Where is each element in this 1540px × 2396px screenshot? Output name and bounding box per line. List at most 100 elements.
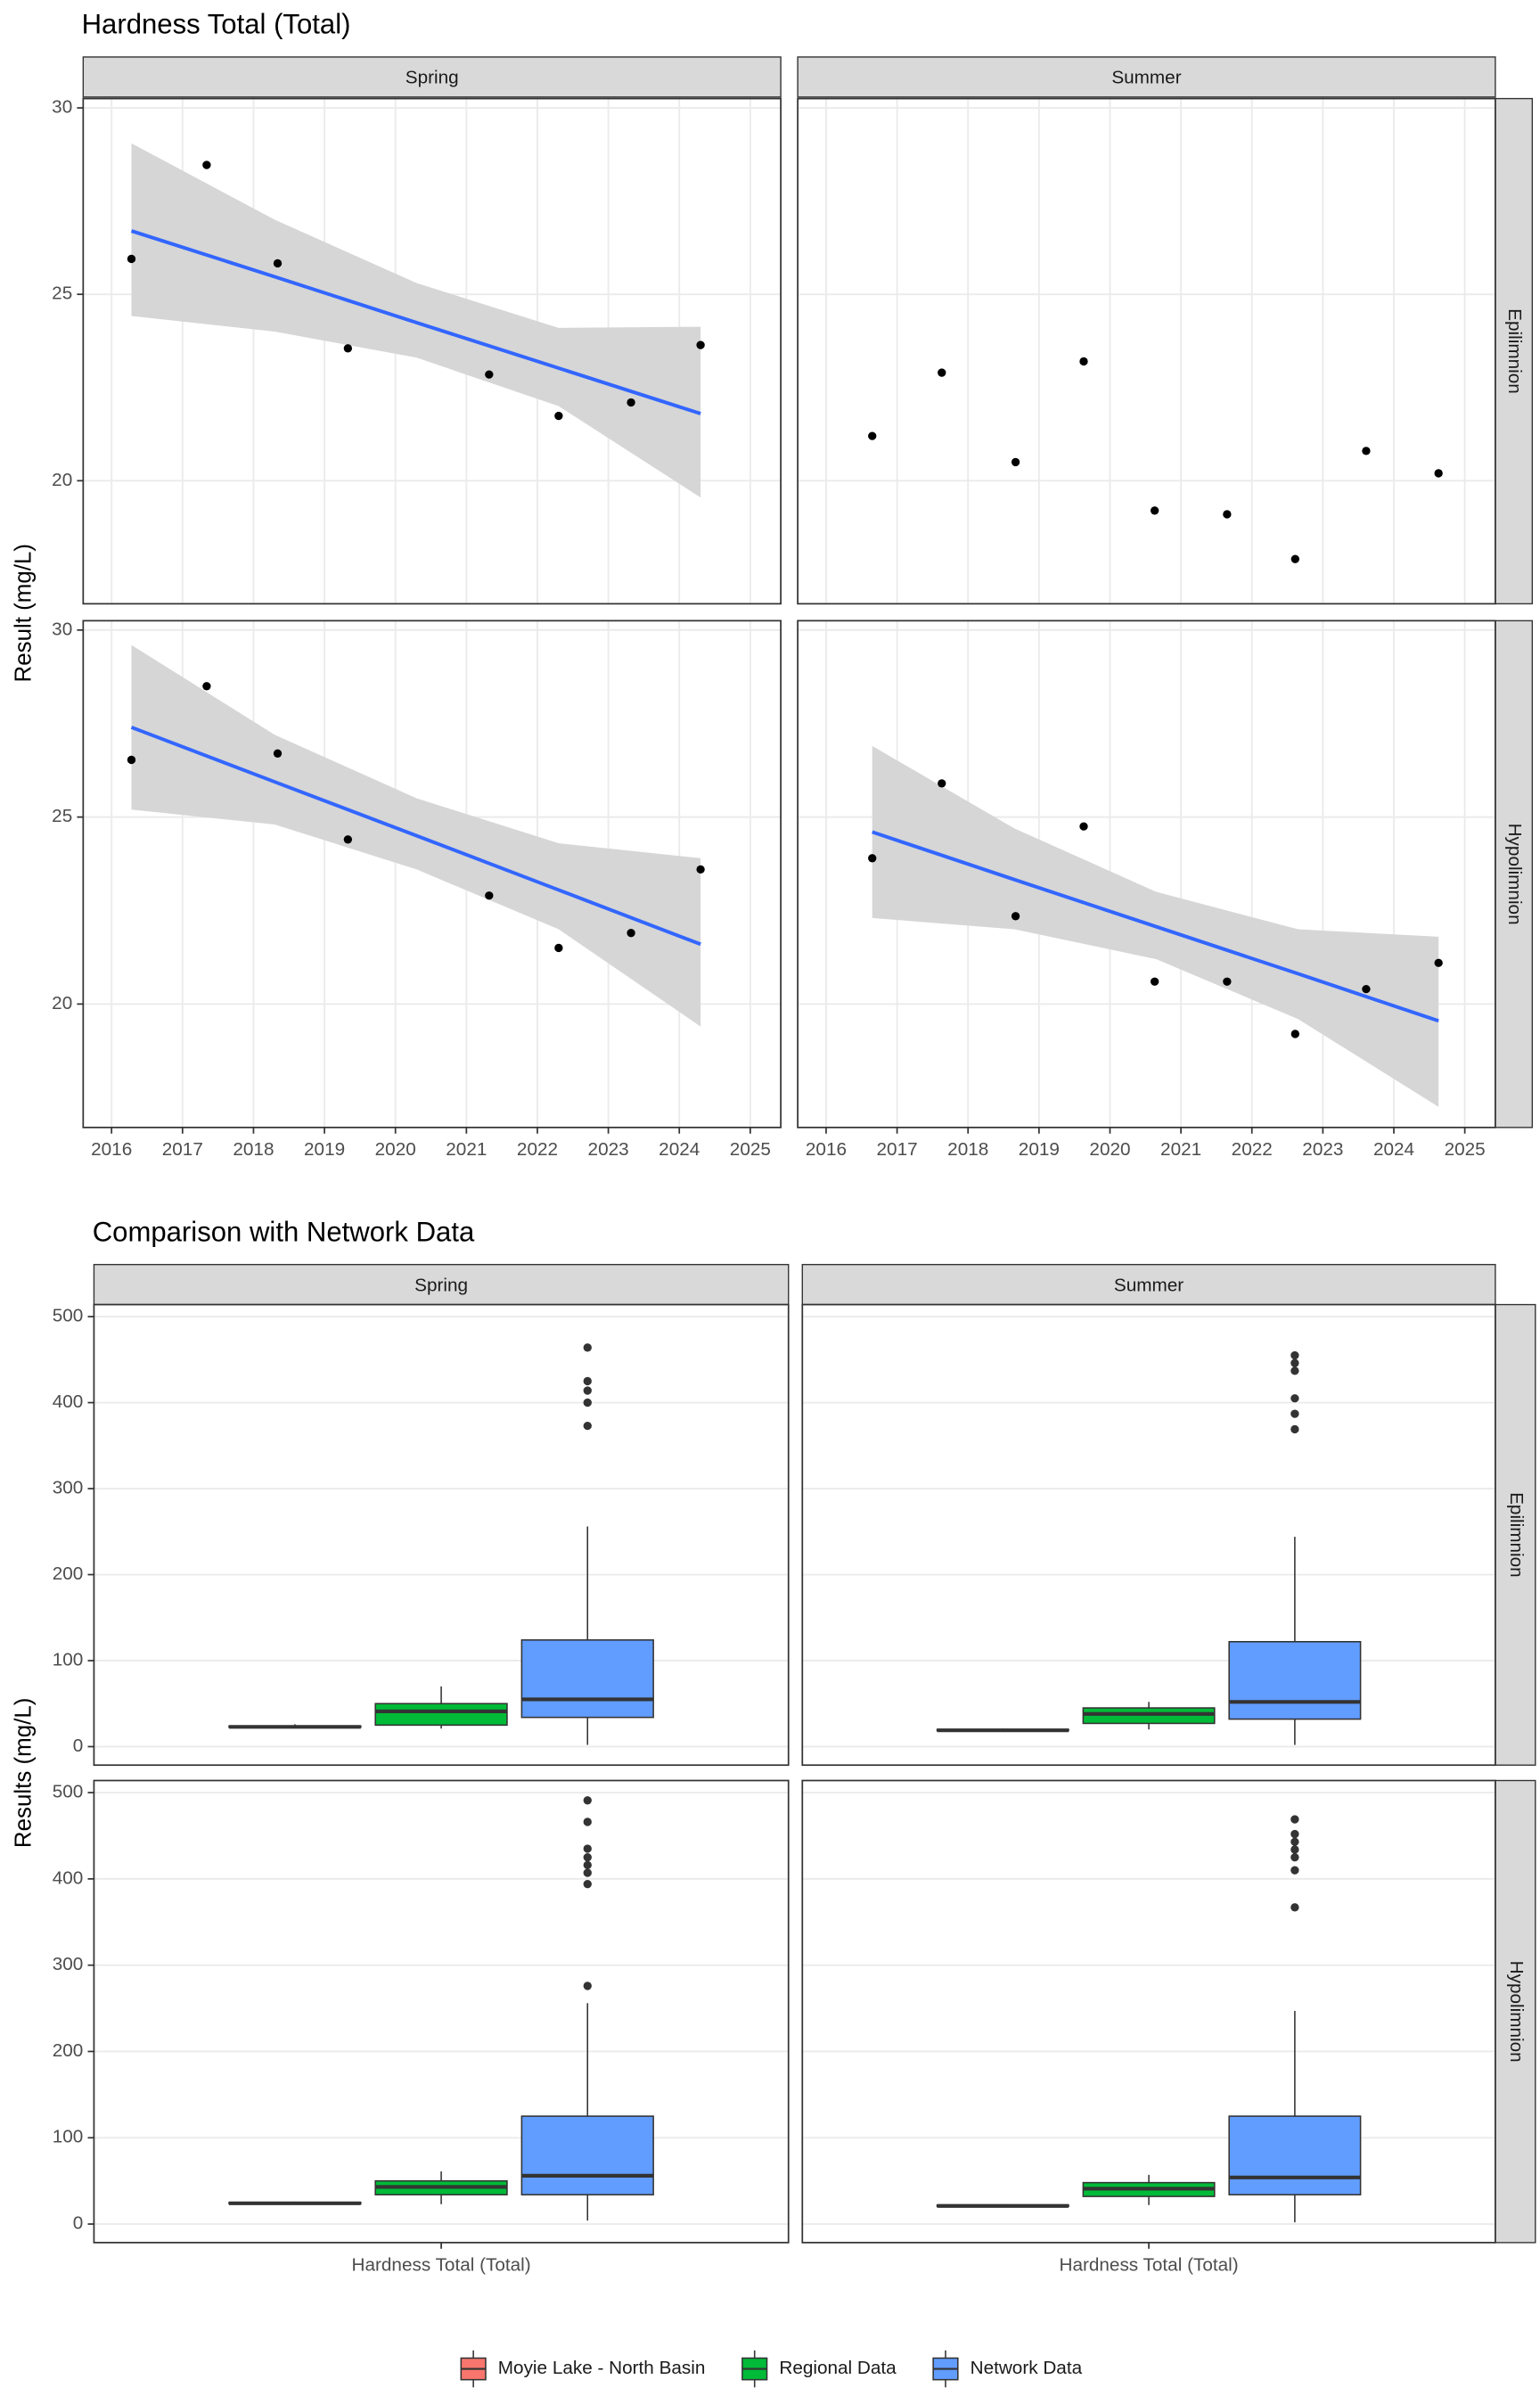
data-point — [1290, 554, 1299, 563]
y-tick-label: 200 — [53, 2040, 84, 2061]
x-tick-label: 2018 — [947, 1139, 988, 1160]
data-point — [127, 755, 136, 765]
y-tick-label: 500 — [53, 1782, 84, 1802]
data-point — [485, 370, 494, 379]
outlier — [583, 1853, 592, 1862]
x-tick-label: 2020 — [375, 1139, 416, 1160]
data-point — [1011, 912, 1020, 921]
data-point — [554, 411, 563, 421]
outlier — [583, 1796, 592, 1805]
data-point — [273, 749, 283, 758]
strip-label: Hypolimnion — [1504, 824, 1525, 925]
data-point — [127, 254, 136, 264]
data-point — [202, 682, 211, 691]
panel-border — [797, 97, 1496, 605]
legend: Moyie Lake - North Basin Regional Data Net… — [460, 2350, 1083, 2388]
strip-label: Summer — [1114, 1275, 1184, 1295]
outlier — [583, 1868, 592, 1877]
y-tick-label: 200 — [53, 1563, 84, 1584]
data-point — [1362, 447, 1371, 455]
x-tick-label: 2017 — [877, 1139, 918, 1160]
data-point — [1150, 506, 1159, 515]
x-tick-label: 2020 — [1089, 1139, 1130, 1160]
data-point — [1223, 977, 1232, 986]
data-point — [1150, 977, 1159, 986]
data-point — [1290, 1030, 1299, 1038]
y-tick-label: 100 — [53, 2127, 84, 2147]
data-point — [696, 341, 705, 349]
strip — [82, 56, 782, 98]
legend-label: Network Data — [971, 2358, 1083, 2378]
panel-border — [801, 1303, 1496, 1767]
strip-label: Spring — [405, 68, 459, 88]
y-tick-label: 25 — [52, 283, 72, 304]
box — [520, 2115, 654, 2195]
outlier — [1290, 1815, 1299, 1824]
panel-border — [801, 1779, 1496, 2244]
panel-border — [797, 620, 1496, 1128]
legend-label: Moyie Lake - North Basin — [498, 2358, 706, 2378]
outlier — [1290, 1394, 1299, 1403]
outlier — [583, 1860, 592, 1870]
panel — [802, 1780, 1495, 2243]
outlier — [583, 1376, 592, 1386]
panel-border — [82, 97, 782, 605]
y-axis-label: Result (mg/L) — [12, 544, 37, 682]
x-tick-label: 2019 — [304, 1139, 345, 1160]
y-tick-label: 300 — [53, 1478, 84, 1498]
data-point — [938, 779, 946, 788]
box — [520, 1639, 654, 1719]
x-tick-label: 2023 — [588, 1139, 629, 1160]
outlier — [1290, 1837, 1299, 1846]
outlier — [583, 1818, 592, 1826]
chart-title: Hardness Total (Total) — [82, 9, 351, 40]
y-tick-label: 20 — [52, 993, 72, 1013]
y-tick-label: 300 — [53, 1954, 84, 1974]
y-tick-label: 100 — [53, 1649, 84, 1670]
data-point — [1079, 357, 1088, 366]
outlier — [1290, 1350, 1299, 1360]
x-tick-label: 2023 — [1302, 1139, 1343, 1160]
y-tick-label: 30 — [52, 619, 72, 639]
panel — [94, 1780, 789, 2243]
y-tick-label: 0 — [73, 2213, 84, 2234]
strip — [1495, 620, 1534, 1128]
y-tick-label: 400 — [53, 1391, 84, 1412]
x-tick-label: 2022 — [517, 1139, 558, 1160]
legend-label: Regional Data — [779, 2358, 897, 2378]
strip-label: Epilimnion — [1504, 308, 1525, 394]
y-axis-label: Results (mg/L) — [12, 1698, 37, 1848]
data-point — [1434, 469, 1443, 478]
x-tick-label: 2025 — [730, 1139, 771, 1160]
data-point — [627, 398, 635, 407]
y-tick-label: 0 — [73, 1735, 84, 1756]
data-point — [485, 891, 494, 900]
data-point — [273, 258, 283, 268]
y-tick-label: 500 — [53, 1306, 84, 1326]
y-tick-label: 30 — [52, 97, 72, 118]
data-point — [868, 431, 877, 440]
outlier — [1290, 1829, 1299, 1839]
outlier — [1290, 1866, 1299, 1875]
data-point — [202, 160, 211, 169]
panel-border — [93, 1779, 790, 2244]
outlier — [583, 1386, 592, 1395]
strip-label: Spring — [414, 1275, 468, 1295]
x-tick-label: 2018 — [233, 1139, 274, 1160]
box — [1228, 2115, 1362, 2195]
outlier — [1290, 1845, 1299, 1854]
x-tick-label: Hardness Total (Total) — [352, 2254, 531, 2275]
chart-title: Comparison with Network Data — [93, 1216, 475, 1247]
trend-line — [130, 229, 701, 415]
outlier — [1290, 1903, 1299, 1912]
outlier — [583, 1343, 592, 1352]
data-point — [1011, 457, 1020, 467]
x-tick-label: 2017 — [162, 1139, 203, 1160]
outlier — [1290, 1409, 1299, 1418]
x-tick-label: 2025 — [1445, 1139, 1486, 1160]
outlier — [1290, 1358, 1299, 1367]
strip — [797, 56, 1496, 98]
outlier — [1290, 1366, 1299, 1375]
